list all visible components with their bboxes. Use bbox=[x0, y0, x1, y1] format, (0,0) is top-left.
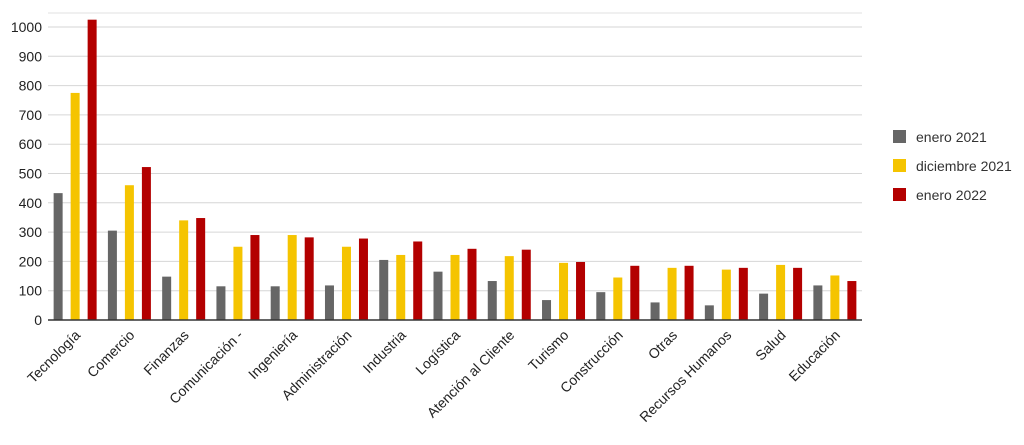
bar bbox=[704, 305, 714, 320]
bar bbox=[233, 246, 243, 320]
bar bbox=[53, 193, 63, 320]
bars bbox=[53, 19, 857, 321]
bar bbox=[433, 271, 443, 320]
bar bbox=[650, 302, 660, 320]
y-tick-label: 700 bbox=[19, 107, 43, 123]
y-tick-label: 800 bbox=[19, 78, 43, 94]
y-tick-label: 400 bbox=[19, 195, 43, 211]
bar bbox=[413, 241, 423, 320]
bar bbox=[630, 265, 640, 320]
bar bbox=[196, 218, 206, 320]
bar bbox=[667, 267, 677, 320]
x-tick-label: Finanzas bbox=[140, 327, 191, 378]
y-tick-label: 200 bbox=[19, 253, 43, 269]
y-tick-label: 100 bbox=[19, 283, 43, 299]
bar bbox=[70, 92, 80, 320]
bar bbox=[304, 237, 314, 320]
bar bbox=[124, 185, 134, 320]
x-tick-label: Ingeniería bbox=[245, 327, 300, 382]
bar bbox=[250, 235, 260, 320]
legend-swatch bbox=[893, 159, 906, 172]
y-tick-label: 600 bbox=[19, 136, 43, 152]
bar bbox=[793, 267, 803, 320]
bar bbox=[830, 275, 840, 320]
bar bbox=[813, 285, 823, 320]
bar bbox=[487, 281, 497, 320]
bar bbox=[759, 293, 769, 320]
bar bbox=[559, 262, 569, 320]
bar bbox=[542, 300, 552, 320]
bar bbox=[162, 276, 172, 320]
bar bbox=[287, 235, 297, 320]
bar bbox=[613, 277, 623, 320]
y-axis: 0 100 200 300 400 500 600 700 800 900 1000 bbox=[11, 19, 42, 328]
bar bbox=[504, 256, 514, 320]
bar bbox=[396, 254, 406, 320]
x-tick-label: Turismo bbox=[525, 327, 572, 374]
bar bbox=[776, 264, 786, 320]
bar bbox=[684, 265, 694, 320]
x-tick-label: Salud bbox=[752, 327, 789, 364]
bar bbox=[738, 267, 748, 320]
bar bbox=[467, 248, 477, 320]
bar bbox=[576, 261, 586, 320]
bar bbox=[270, 286, 280, 320]
legend-label: diciembre 2021 bbox=[916, 158, 1012, 174]
bar bbox=[450, 254, 460, 320]
y-tick-label: 0 bbox=[34, 312, 42, 328]
bar bbox=[379, 259, 389, 320]
x-tick-label: Otras bbox=[645, 327, 681, 363]
legend: enero 2021 diciembre 2021 enero 2022 bbox=[893, 129, 1012, 203]
legend-swatch bbox=[893, 188, 906, 201]
y-tick-label: 1000 bbox=[11, 19, 42, 35]
legend-label: enero 2022 bbox=[916, 187, 987, 203]
bar bbox=[721, 269, 731, 320]
y-tick-label: 900 bbox=[19, 48, 43, 64]
bar bbox=[87, 19, 97, 321]
x-tick-label: Tecnología bbox=[24, 327, 83, 386]
x-tick-label: Recursos Humanos bbox=[636, 327, 734, 425]
bar bbox=[596, 292, 606, 320]
bar bbox=[847, 281, 857, 320]
bar bbox=[358, 238, 368, 320]
x-tick-label: Industria bbox=[360, 327, 409, 376]
legend-swatch bbox=[893, 130, 906, 143]
bar bbox=[179, 220, 189, 320]
y-tick-label: 300 bbox=[19, 224, 43, 240]
bar bbox=[324, 285, 334, 320]
bar bbox=[216, 286, 226, 320]
x-tick-label: Logística bbox=[412, 327, 463, 378]
bar bbox=[141, 167, 151, 320]
x-tick-label: Educación bbox=[785, 327, 843, 385]
x-tick-label: Comercio bbox=[84, 327, 138, 381]
bar bbox=[107, 230, 117, 320]
bar bbox=[341, 246, 351, 320]
bar bbox=[521, 249, 531, 320]
y-tick-label: 500 bbox=[19, 166, 43, 182]
legend-label: enero 2021 bbox=[916, 129, 987, 145]
